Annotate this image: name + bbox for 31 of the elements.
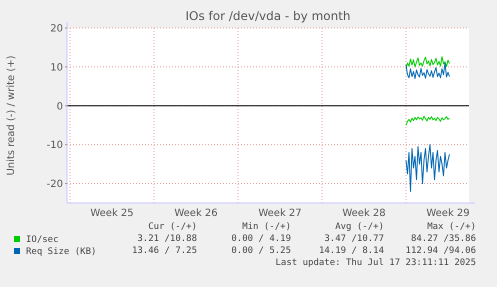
y-axis-title: Units read (-) / write (+)	[6, 55, 17, 176]
text: 3.21 /10.88	[137, 234, 197, 244]
line-series	[406, 144, 450, 192]
line-series	[406, 62, 450, 80]
text: 84.27 /35.86	[410, 234, 476, 244]
legend-label: Req Size (KB)	[26, 247, 96, 257]
text: Avg (-/+)	[335, 222, 384, 232]
x-tick-label: Week 28	[342, 208, 386, 219]
x-tick-label: Week 25	[90, 208, 134, 219]
text: 0.00 / 4.19	[231, 234, 291, 244]
text: 0.00 / 5.25	[231, 246, 291, 256]
text: 14.19 / 8.14	[318, 246, 384, 256]
text: 13.46 / 7.25	[132, 246, 197, 256]
x-tick-label: Week 27	[258, 208, 302, 219]
y-tick-label: 0	[56, 101, 63, 112]
line-series	[406, 116, 450, 126]
x-tick-label: Week 29	[426, 208, 470, 219]
line-series	[406, 56, 450, 70]
text: 112.94 /94.06	[406, 246, 476, 256]
text: Min (-/+)	[242, 222, 291, 232]
legend-label: IO/sec	[26, 235, 59, 245]
chart-title: IOs for /dev/vda - by month	[185, 9, 351, 23]
text: Cur (-/+)	[148, 222, 197, 232]
y-tick-label: -20	[46, 179, 63, 190]
x-tick-label: Week 26	[174, 208, 218, 219]
y-tick-label: 20	[50, 24, 63, 34]
text: 3.47 /10.77	[324, 234, 384, 244]
text: Max (-/+)	[427, 222, 476, 232]
text: Last update: Thu Jul 17 23:11:11 2025	[276, 258, 476, 268]
y-tick-label: -10	[46, 140, 63, 152]
y-tick-label: 10	[50, 62, 63, 74]
